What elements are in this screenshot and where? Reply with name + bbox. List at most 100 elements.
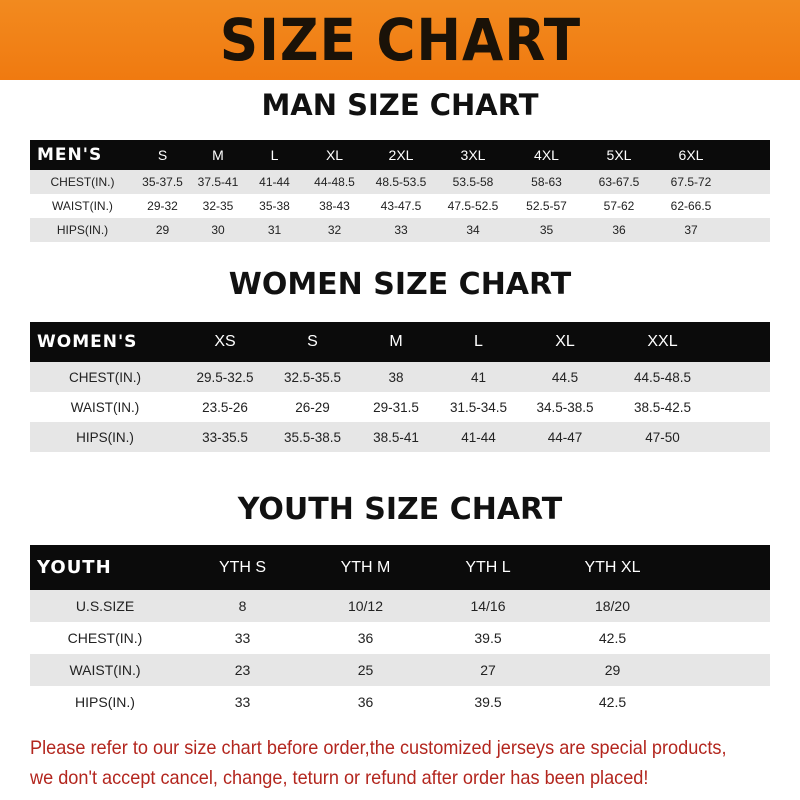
- table-cell: 63-67.5: [598, 175, 640, 189]
- table-cell: 36: [612, 223, 626, 237]
- table-cell: 42.5: [598, 694, 627, 710]
- table-cell: 23: [234, 662, 251, 678]
- table-cell: 36: [357, 630, 374, 646]
- table-cell: 47.5-52.5: [447, 199, 499, 213]
- women-size-table: WOMEN'S XS S M L XL XXL CHEST(IN.) 29.5-32.5 32.5…: [30, 322, 770, 452]
- table-row: CHEST(IN.) 35-37.5 37.5-41 41-44 44-48.5 48.5…: [30, 170, 770, 194]
- youth-section-title: YOUTH SIZE CHART: [237, 492, 563, 527]
- table-cell: 29: [604, 662, 621, 678]
- table-cell: 33: [234, 630, 251, 646]
- table-cell: YTH XL: [584, 558, 641, 576]
- table-cell: 32.5-35.5: [283, 369, 342, 385]
- table-cell: 44.5: [551, 369, 579, 385]
- table-cell: 33: [394, 223, 408, 237]
- table-row: WAIST(IN.) 29-32 32-35 35-38 38-43 43-47.5 47.…: [30, 194, 770, 218]
- table-cell: YTH M: [340, 558, 391, 576]
- table-row: HIPS(IN.) 33-35.5 35.5-38.5 38.5-41 41-44 44-…: [30, 422, 770, 452]
- table-cell: 44-48.5: [314, 175, 355, 189]
- order-notice-line-1: Please refer to our size chart before or…: [30, 737, 727, 759]
- table-cell: 37.5-41: [197, 175, 239, 189]
- table-cell: 42.5: [598, 630, 627, 646]
- table-cell: 26-29: [295, 399, 330, 415]
- table-cell: 35-38: [259, 199, 290, 213]
- table-cell: 41-44: [259, 175, 290, 189]
- table-cell: 35-37.5: [142, 175, 183, 189]
- table-cell: S: [157, 147, 168, 163]
- table-cell: 23.5-26: [202, 399, 248, 415]
- measurement-label: HIPS(IN.): [56, 223, 109, 237]
- table-cell: 14/16: [470, 598, 506, 614]
- table-corner-label: WOMEN'S: [37, 332, 138, 352]
- table-cell: YTH L: [465, 558, 511, 576]
- table-cell: 38: [388, 369, 404, 385]
- table-cell: L: [270, 147, 279, 163]
- table-cell: 58-63: [531, 175, 562, 189]
- table-row: WAIST(IN.) 23.5-26 26-29 29-31.5 31.5-34.5 34…: [30, 392, 770, 422]
- table-corner-label: YOUTH: [37, 557, 112, 578]
- table-cell: 44-47: [547, 429, 583, 445]
- table-cell: L: [474, 333, 483, 350]
- table-cell: 29: [155, 223, 170, 237]
- table-cell: 8: [238, 598, 247, 614]
- table-cell: 18/20: [594, 598, 631, 614]
- table-cell: 29.5-32.5: [196, 369, 254, 385]
- table-cell: M: [389, 333, 403, 350]
- table-row: CHEST(IN.) 33 36 39.5 42.5: [30, 622, 770, 654]
- table-cell: M: [212, 147, 224, 163]
- table-cell: 25: [357, 662, 374, 678]
- table-cell: 33: [234, 694, 251, 710]
- women-section-title: WOMEN SIZE CHART: [228, 267, 572, 302]
- table-cell: 3XL: [460, 147, 486, 163]
- size-chart-banner: SIZE CHART: [0, 0, 800, 80]
- table-cell: 27: [480, 662, 496, 678]
- table-cell: 35: [539, 223, 554, 237]
- table-header-row: MEN'S S M L XL 2XL 3XL 4XL 5XL 6XL: [30, 140, 770, 170]
- table-cell: 38-43: [319, 199, 350, 213]
- table-row: CHEST(IN.) 29.5-32.5 32.5-35.5 38 41 44.5 44.5…: [30, 362, 770, 392]
- table-cell: XXL: [647, 333, 678, 350]
- table-cell: 29-32: [147, 199, 178, 213]
- table-cell: 34.5-38.5: [536, 399, 594, 415]
- table-cell: 47-50: [645, 429, 680, 445]
- table-cell: 44.5-48.5: [633, 369, 692, 385]
- table-corner-label: MEN'S: [37, 145, 103, 165]
- measurement-label: WAIST(IN.): [69, 662, 141, 678]
- table-cell: XL: [555, 333, 575, 350]
- table-cell: 35.5-38.5: [283, 429, 342, 445]
- table-cell: 32-35: [202, 199, 234, 213]
- table-row: HIPS(IN.) 33 36 39.5 42.5: [30, 686, 770, 718]
- youth-size-table: YOUTH YTH S YTH M YTH L YTH XL U.S.SIZE 8 10/12…: [30, 545, 770, 718]
- table-cell: 53.5-58: [452, 175, 494, 189]
- measurement-label: CHEST(IN.): [69, 369, 141, 385]
- table-row: WAIST(IN.) 23 25 27 29: [30, 654, 770, 686]
- table-cell: 41-44: [461, 429, 496, 445]
- table-cell: 43-47.5: [380, 199, 422, 213]
- table-row: HIPS(IN.) 29 30 31 32 33 34 35 36 37: [30, 218, 770, 242]
- table-cell: 33-35.5: [202, 429, 248, 445]
- measurement-label: CHEST(IN.): [50, 175, 115, 189]
- table-header-row: YOUTH YTH S YTH M YTH L YTH XL: [30, 545, 770, 590]
- men-size-table: MEN'S S M L XL 2XL 3XL 4XL 5XL 6XL CHEST(IN.) 35-37…: [30, 140, 770, 242]
- measurement-label: U.S.SIZE: [75, 598, 135, 614]
- table-cell: 37: [684, 223, 698, 237]
- table-cell: 34: [466, 223, 480, 237]
- table-row: U.S.SIZE 8 10/12 14/16 18/20: [30, 590, 770, 622]
- table-cell: S: [307, 333, 318, 350]
- table-cell: 39.5: [474, 694, 502, 710]
- table-cell: 31.5-34.5: [449, 399, 508, 415]
- table-cell: 2XL: [388, 147, 414, 163]
- table-cell: XL: [325, 147, 344, 163]
- table-cell: 32: [327, 223, 342, 237]
- table-cell: 29-31.5: [373, 399, 419, 415]
- table-cell: 30: [211, 223, 225, 237]
- table-cell: 41: [470, 369, 487, 385]
- table-cell: 67.5-72: [670, 175, 712, 189]
- table-cell: 57-62: [603, 199, 635, 213]
- measurement-label: CHEST(IN.): [67, 630, 143, 646]
- banner-title: SIZE CHART: [219, 6, 581, 74]
- table-cell: 39.5: [474, 630, 502, 646]
- table-cell: 10/12: [347, 598, 384, 614]
- table-cell: 52.5-57: [526, 199, 567, 213]
- measurement-label: HIPS(IN.): [75, 694, 135, 710]
- measurement-label: HIPS(IN.): [76, 429, 134, 445]
